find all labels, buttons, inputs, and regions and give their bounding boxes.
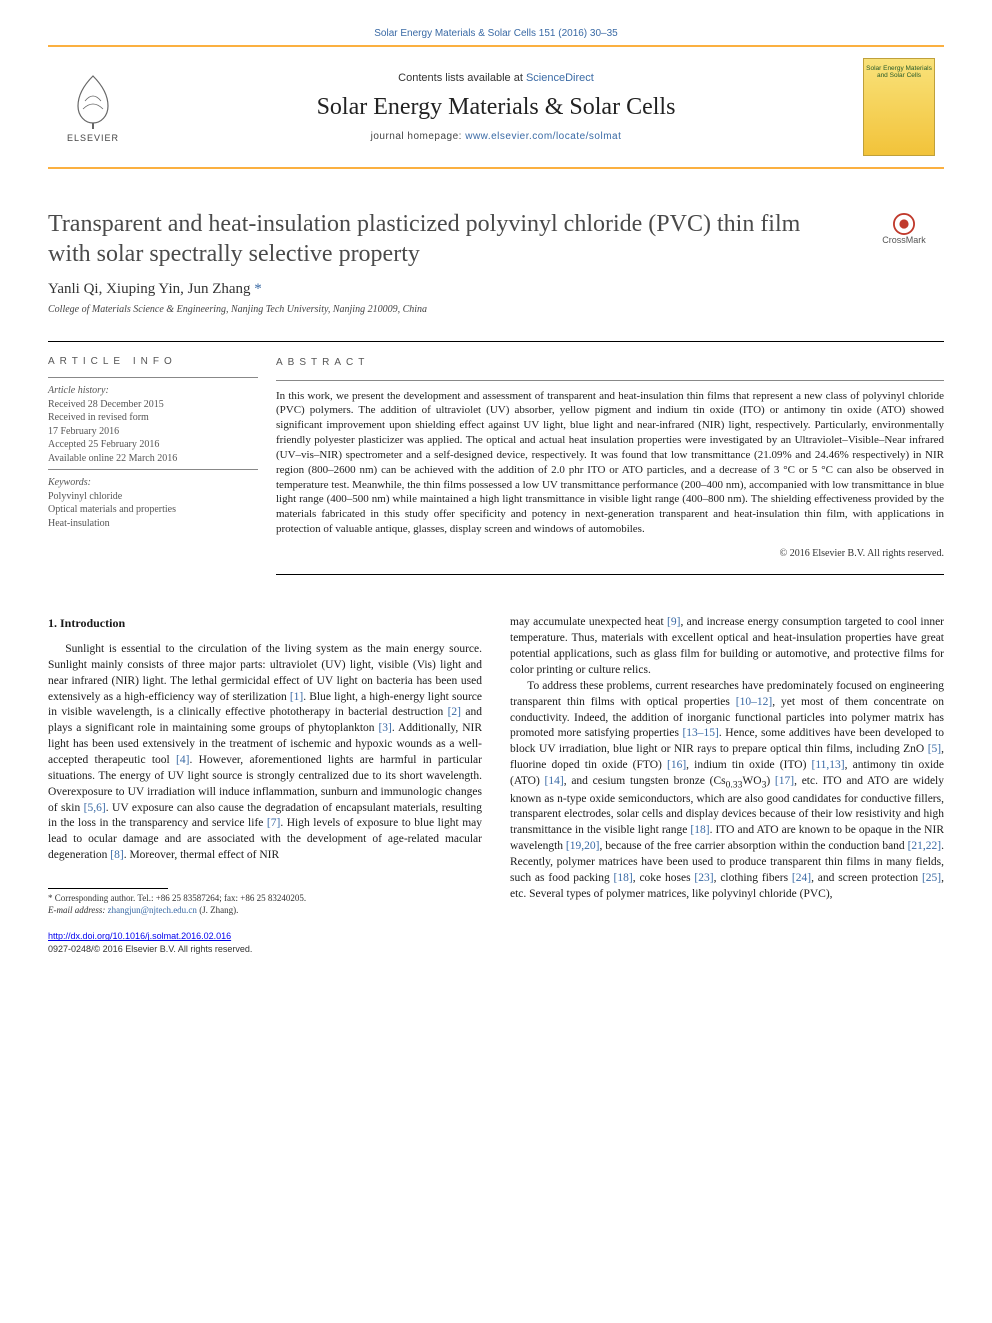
- article-info-column: ARTICLE INFO Article history: Received 2…: [48, 342, 276, 575]
- keyword-2: Optical materials and properties: [48, 503, 258, 517]
- ref-19-20-link[interactable]: [19,20]: [566, 840, 600, 852]
- ref-25-link[interactable]: [25]: [922, 872, 941, 884]
- sciencedirect-link[interactable]: ScienceDirect: [526, 72, 594, 84]
- ref-3-link[interactable]: [3]: [378, 722, 391, 734]
- footnote-email-line: E-mail address: zhangjun@njtech.edu.cn (…: [48, 905, 482, 917]
- text-run: ): [766, 775, 775, 787]
- text-run: . Moreover, thermal effect of NIR: [124, 849, 279, 861]
- elsevier-logo: ELSEVIER: [58, 67, 128, 147]
- corresponding-author-footnote: * Corresponding author. Tel.: +86 25 835…: [48, 893, 482, 916]
- footnote-tel-fax: * Corresponding author. Tel.: +86 25 835…: [48, 893, 482, 905]
- ref-8-link[interactable]: [8]: [110, 849, 123, 861]
- ref-18-link[interactable]: [18]: [690, 824, 709, 836]
- page-header-citation: Solar Energy Materials & Solar Cells 151…: [48, 28, 944, 39]
- ref-5-link[interactable]: [5]: [928, 743, 941, 755]
- authors-names: Yanli Qi, Xiuping Yin, Jun Zhang: [48, 281, 251, 297]
- body-column-left: 1. Introduction Sunlight is essential to…: [48, 615, 482, 955]
- cs-subscript: 0.33: [726, 779, 743, 790]
- intro-paragraph-1: Sunlight is essential to the circulation…: [48, 642, 482, 864]
- journal-header: ELSEVIER Contents lists available at Sci…: [48, 45, 944, 169]
- ref-10-12-link[interactable]: [10–12]: [736, 696, 772, 708]
- contents-available-line: Contents lists available at ScienceDirec…: [398, 72, 594, 84]
- text-run: , and screen protection: [811, 872, 922, 884]
- corresponding-marker: *: [254, 281, 262, 297]
- affiliation: College of Materials Science & Engineeri…: [48, 304, 944, 315]
- footnote-separator: [48, 888, 168, 889]
- keywords-label: Keywords:: [48, 476, 258, 490]
- ref-2-link[interactable]: [2]: [448, 706, 461, 718]
- keywords-block: Keywords: Polyvinyl chloride Optical mat…: [48, 469, 258, 530]
- ref-18b-link[interactable]: [18]: [614, 872, 633, 884]
- contents-prefix: Contents lists available at: [398, 72, 526, 84]
- journal-name: Solar Energy Materials & Solar Cells: [317, 94, 676, 121]
- ref-1-link[interactable]: [1]: [290, 691, 303, 703]
- ref-9-link[interactable]: [9]: [667, 616, 680, 628]
- ref-5-6-link[interactable]: [5,6]: [84, 802, 106, 814]
- ref-16-link[interactable]: [16]: [667, 759, 686, 771]
- intro-paragraph-1-cont: may accumulate unexpected heat [9], and …: [510, 615, 944, 678]
- ref-7-link[interactable]: [7]: [267, 817, 280, 829]
- revised-line2: 17 February 2016: [48, 425, 258, 439]
- journal-homepage-line: journal homepage: www.elsevier.com/locat…: [371, 131, 622, 142]
- text-run: , indium tin oxide (ITO): [686, 759, 811, 771]
- abstract-heading: ABSTRACT: [276, 342, 944, 370]
- keyword-1: Polyvinyl chloride: [48, 490, 258, 504]
- ref-13-15-link[interactable]: [13–15]: [682, 727, 718, 739]
- revised-line1: Received in revised form: [48, 411, 258, 425]
- corresponding-email-link[interactable]: zhangjun@njtech.edu.cn: [108, 905, 197, 915]
- crossmark-icon: [893, 213, 915, 235]
- article-history-block: Article history: Received 28 December 20…: [48, 377, 258, 465]
- online-date: Available online 22 March 2016: [48, 452, 258, 466]
- ref-23-link[interactable]: [23]: [694, 872, 713, 884]
- abstract-text: In this work, we present the development…: [276, 380, 944, 537]
- crossmark-label: CrossMark: [882, 235, 926, 245]
- homepage-prefix: journal homepage:: [371, 131, 466, 142]
- text-run: , coke hoses: [633, 872, 695, 884]
- cover-title: Solar Energy Materials and Solar Cells: [864, 65, 934, 79]
- crossmark-badge[interactable]: CrossMark: [864, 213, 944, 245]
- authors-line: Yanli Qi, Xiuping Yin, Jun Zhang *: [48, 281, 944, 298]
- doi-block: http://dx.doi.org/10.1016/j.solmat.2016.…: [48, 930, 482, 955]
- section-1-heading: 1. Introduction: [48, 615, 482, 632]
- article-title: Transparent and heat-insulation plastici…: [48, 209, 848, 269]
- ref-17-link[interactable]: [17]: [775, 775, 794, 787]
- intro-paragraph-2: To address these problems, current resea…: [510, 679, 944, 903]
- publisher-name: ELSEVIER: [67, 133, 119, 143]
- email-label: E-mail address:: [48, 905, 108, 915]
- ref-4-link[interactable]: [4]: [176, 754, 189, 766]
- text-run: , because of the free carrier absorption…: [599, 840, 907, 852]
- journal-cover-block: Solar Energy Materials and Solar Cells: [854, 47, 944, 167]
- body-column-right: may accumulate unexpected heat [9] , and …: [510, 615, 944, 955]
- ref-14-link[interactable]: [14]: [545, 775, 564, 787]
- keyword-3: Heat-insulation: [48, 517, 258, 531]
- text-run: WO: [742, 775, 761, 787]
- doi-link[interactable]: http://dx.doi.org/10.1016/j.solmat.2016.…: [48, 931, 231, 941]
- text-run: , and cesium tungsten bronze (Cs: [564, 775, 726, 787]
- ref-11-13-link[interactable]: [11,13]: [812, 759, 845, 771]
- journal-cover-thumbnail: Solar Energy Materials and Solar Cells: [863, 58, 935, 156]
- article-info-heading: ARTICLE INFO: [48, 356, 258, 367]
- abstract-column: ABSTRACT In this work, we present the de…: [276, 342, 944, 575]
- journal-header-center: Contents lists available at ScienceDirec…: [138, 47, 854, 167]
- text-run: may accumulate unexpected heat: [510, 616, 667, 628]
- issn-copyright: 0927-0248/© 2016 Elsevier B.V. All right…: [48, 944, 252, 954]
- accepted-date: Accepted 25 February 2016: [48, 438, 258, 452]
- email-suffix: (J. Zhang).: [197, 905, 239, 915]
- received-date: Received 28 December 2015: [48, 398, 258, 412]
- journal-homepage-link[interactable]: www.elsevier.com/locate/solmat: [465, 131, 621, 142]
- ref-21-22-link[interactable]: [21,22]: [908, 840, 942, 852]
- text-run: , clothing fibers: [714, 872, 792, 884]
- body-columns: 1. Introduction Sunlight is essential to…: [48, 615, 944, 955]
- history-label: Article history:: [48, 384, 258, 398]
- abstract-copyright: © 2016 Elsevier B.V. All rights reserved…: [276, 547, 944, 561]
- tree-icon: [63, 71, 123, 131]
- publisher-logo-block: ELSEVIER: [48, 47, 138, 167]
- ref-24-link[interactable]: [24]: [792, 872, 811, 884]
